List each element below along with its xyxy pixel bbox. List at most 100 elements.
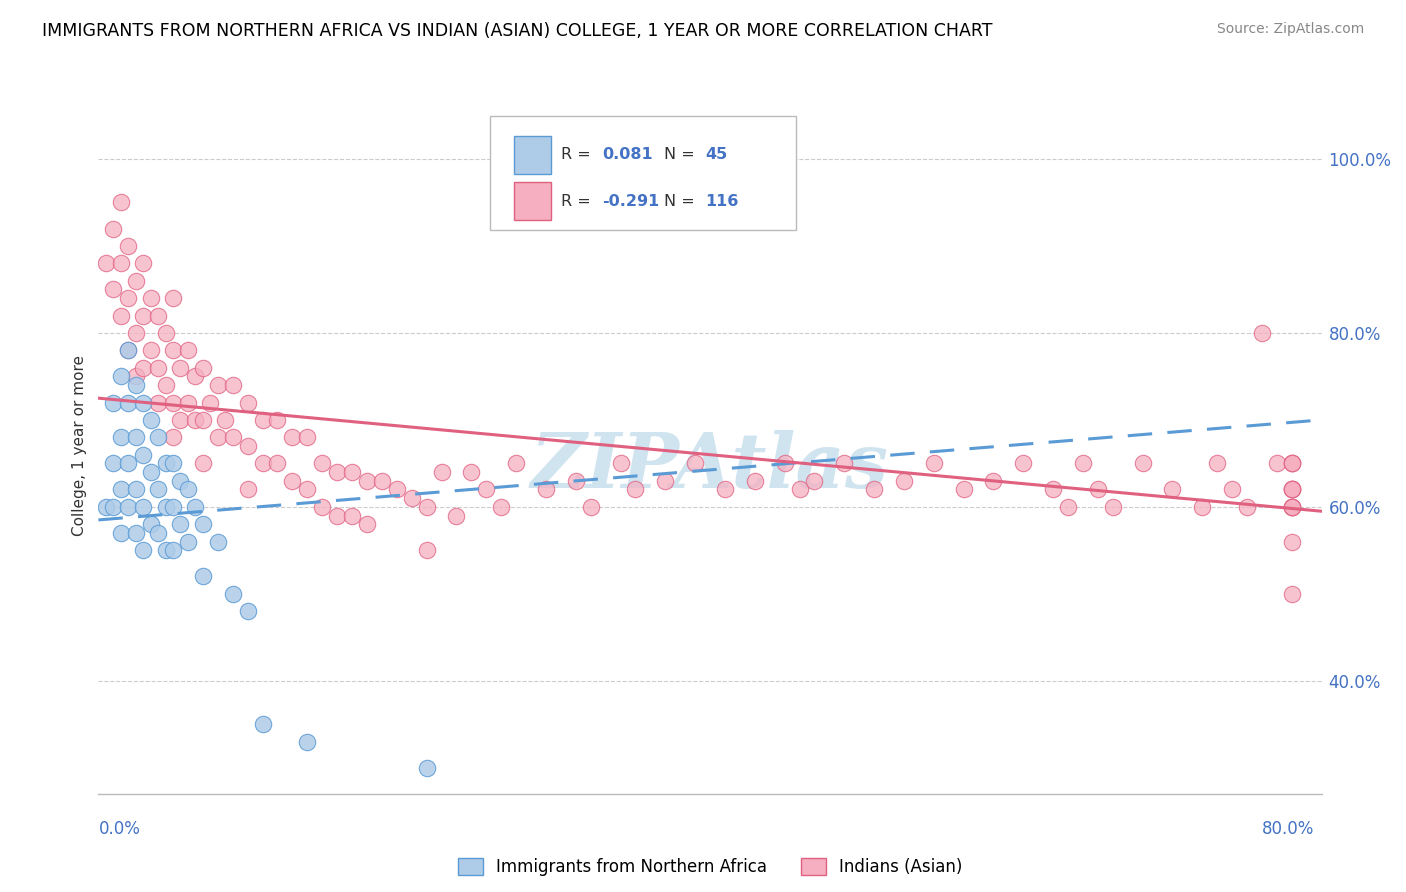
- Point: [146, 526, 169, 541]
- Point: [132, 448, 155, 462]
- Point: [654, 474, 676, 488]
- Point: [139, 517, 162, 532]
- Point: [1281, 456, 1303, 471]
- Point: [430, 465, 453, 479]
- Point: [155, 456, 177, 471]
- Point: [1042, 483, 1064, 497]
- Point: [162, 456, 184, 471]
- Point: [1281, 534, 1303, 549]
- Point: [110, 195, 132, 210]
- Point: [1071, 456, 1094, 471]
- Point: [221, 430, 243, 444]
- Point: [236, 439, 259, 453]
- Point: [281, 474, 304, 488]
- Point: [579, 500, 602, 514]
- Point: [110, 256, 132, 270]
- Point: [1012, 456, 1035, 471]
- Point: [103, 221, 125, 235]
- Point: [460, 465, 482, 479]
- Point: [191, 360, 214, 375]
- Point: [297, 483, 319, 497]
- Point: [117, 395, 139, 409]
- Point: [340, 508, 363, 523]
- Point: [1281, 483, 1303, 497]
- Point: [236, 604, 259, 618]
- Text: R =: R =: [561, 194, 596, 209]
- Point: [139, 291, 162, 305]
- Point: [863, 483, 886, 497]
- Point: [191, 569, 214, 583]
- Point: [401, 491, 423, 505]
- Text: Source: ZipAtlas.com: Source: ZipAtlas.com: [1216, 22, 1364, 37]
- Point: [94, 500, 117, 514]
- Point: [125, 526, 148, 541]
- Point: [169, 360, 191, 375]
- Point: [1281, 500, 1303, 514]
- Text: N =: N =: [664, 194, 699, 209]
- Point: [132, 395, 155, 409]
- Point: [1220, 483, 1243, 497]
- Point: [1281, 500, 1303, 514]
- Point: [155, 543, 177, 558]
- Point: [110, 483, 132, 497]
- Point: [505, 456, 527, 471]
- Point: [983, 474, 1005, 488]
- Point: [139, 413, 162, 427]
- Text: ZIPAtlas: ZIPAtlas: [531, 430, 889, 504]
- Point: [146, 483, 169, 497]
- Point: [1101, 500, 1123, 514]
- Point: [252, 456, 274, 471]
- Y-axis label: College, 1 year or more: College, 1 year or more: [72, 356, 87, 536]
- Point: [125, 326, 148, 340]
- Point: [103, 282, 125, 296]
- Point: [1281, 500, 1303, 514]
- Point: [1281, 483, 1303, 497]
- Point: [117, 239, 139, 253]
- Point: [1281, 500, 1303, 514]
- Point: [110, 309, 132, 323]
- Point: [266, 456, 288, 471]
- Point: [155, 326, 177, 340]
- Point: [311, 456, 333, 471]
- Point: [184, 500, 207, 514]
- Point: [103, 395, 125, 409]
- FancyBboxPatch shape: [489, 116, 796, 230]
- Point: [207, 430, 229, 444]
- Point: [177, 534, 200, 549]
- Text: R =: R =: [561, 147, 596, 162]
- Point: [117, 343, 139, 358]
- Point: [356, 474, 378, 488]
- Point: [132, 500, 155, 514]
- Point: [110, 369, 132, 384]
- Point: [1281, 483, 1303, 497]
- Point: [103, 500, 125, 514]
- Point: [162, 500, 184, 514]
- Point: [146, 395, 169, 409]
- Point: [1161, 483, 1184, 497]
- Point: [146, 360, 169, 375]
- Point: [177, 483, 200, 497]
- Text: 0.081: 0.081: [602, 147, 652, 162]
- Point: [125, 274, 148, 288]
- Point: [110, 526, 132, 541]
- Point: [94, 256, 117, 270]
- Point: [609, 456, 631, 471]
- Point: [191, 456, 214, 471]
- Point: [162, 430, 184, 444]
- Point: [155, 378, 177, 392]
- Point: [117, 291, 139, 305]
- Point: [1281, 456, 1303, 471]
- Point: [236, 483, 259, 497]
- Point: [415, 500, 437, 514]
- Point: [446, 508, 468, 523]
- Point: [103, 456, 125, 471]
- Point: [356, 517, 378, 532]
- Point: [177, 343, 200, 358]
- Point: [297, 430, 319, 444]
- Point: [281, 430, 304, 444]
- Point: [475, 483, 498, 497]
- Point: [1057, 500, 1080, 514]
- Point: [117, 456, 139, 471]
- Point: [125, 430, 148, 444]
- Point: [200, 395, 222, 409]
